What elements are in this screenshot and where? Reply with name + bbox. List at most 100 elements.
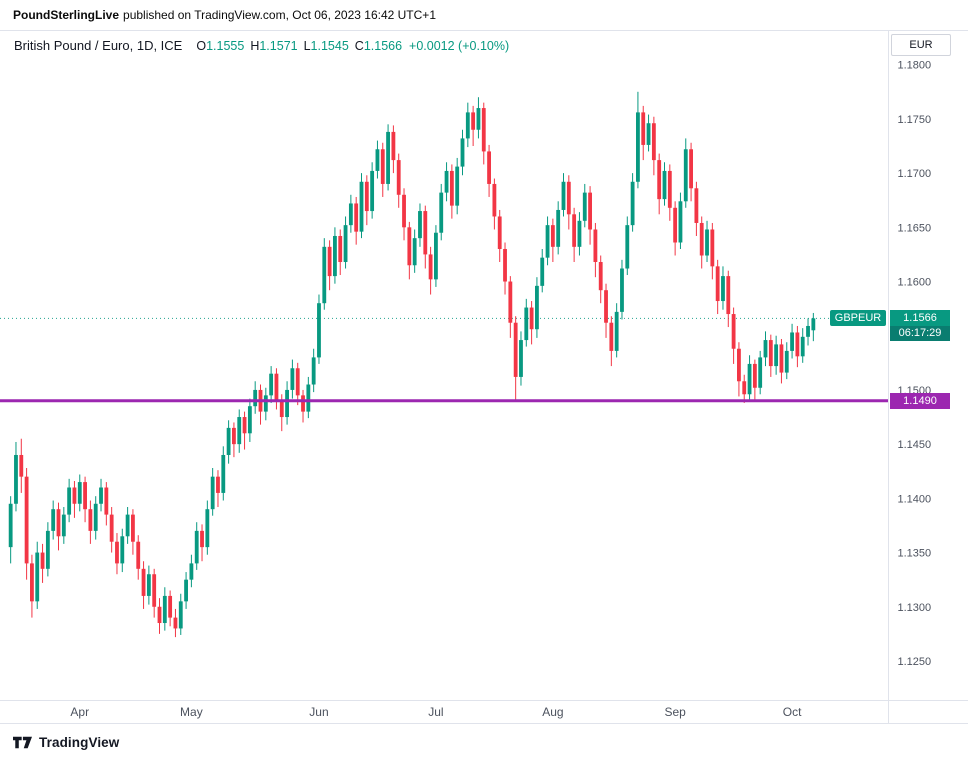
candle — [125, 507, 130, 544]
candle — [370, 162, 375, 219]
candle — [295, 362, 300, 406]
candle — [636, 91, 640, 189]
candle — [189, 554, 194, 588]
currency-axis-button[interactable]: EUR — [891, 34, 951, 56]
y-axis-label: 1.1800 — [898, 60, 932, 72]
candle — [588, 186, 592, 245]
candle — [24, 467, 29, 580]
last-price-label: 1.1566 — [890, 310, 950, 327]
candle — [779, 338, 784, 384]
candle — [184, 572, 188, 609]
candle — [168, 590, 173, 627]
candle — [317, 294, 321, 364]
candle — [742, 374, 747, 403]
candle — [402, 188, 406, 241]
candle — [737, 342, 741, 397]
candle — [620, 259, 624, 320]
candle — [784, 342, 789, 380]
candle — [758, 350, 763, 395]
candle — [247, 398, 252, 442]
candle — [774, 335, 779, 375]
y-axis-label: 1.1650 — [898, 222, 932, 234]
chart-area: 1.18001.17501.17001.16501.16001.15501.15… — [0, 30, 968, 724]
candle — [667, 164, 672, 221]
attribution-text: published on TradingView.com, Oct 06, 20… — [123, 8, 436, 22]
candle — [535, 277, 539, 338]
candle — [710, 222, 715, 280]
candle — [152, 568, 157, 618]
ohlc-low: L1.1545 — [303, 39, 349, 53]
attribution-bar: PoundSterlingLive published on TradingVi… — [0, 0, 968, 30]
candle — [226, 420, 231, 464]
candle — [407, 221, 412, 280]
candle — [641, 105, 646, 161]
candle — [593, 222, 598, 278]
candle — [354, 196, 359, 245]
candle — [194, 522, 199, 570]
candle — [752, 359, 757, 402]
candle — [811, 312, 816, 342]
y-axis-label: 1.1350 — [898, 548, 932, 560]
support-price-label: 1.1490 — [890, 392, 950, 409]
candle — [556, 201, 561, 255]
candle — [806, 318, 810, 346]
candle — [19, 438, 24, 493]
bar-countdown-label: 06:17:29 — [890, 326, 950, 342]
candle — [795, 325, 800, 368]
candle — [476, 97, 481, 139]
candle — [673, 201, 678, 256]
candle — [545, 216, 550, 266]
candle — [455, 157, 460, 215]
candle — [604, 283, 608, 338]
candle — [561, 173, 566, 217]
tradingview-logo-icon[interactable] — [13, 736, 32, 749]
candle — [572, 207, 577, 263]
candle — [609, 316, 614, 367]
symbol-title[interactable]: British Pound / Euro, 1D, ICE — [14, 38, 183, 53]
candle — [731, 307, 736, 364]
candle — [694, 181, 699, 236]
candle — [274, 368, 279, 410]
candle — [14, 441, 18, 512]
candle — [434, 225, 438, 287]
tradingview-wordmark[interactable]: TradingView — [39, 734, 120, 750]
candle — [77, 474, 82, 512]
candlestick-chart[interactable]: 1.18001.17501.17001.16501.16001.15501.15… — [0, 30, 968, 724]
candle — [253, 381, 258, 414]
candle — [263, 387, 268, 421]
candle — [508, 276, 513, 338]
candle — [662, 162, 667, 206]
candle — [678, 192, 683, 249]
candle — [657, 153, 662, 215]
candle — [348, 194, 353, 233]
chart-legend: British Pound / Euro, 1D, ICE O1.1555 H1… — [14, 38, 509, 53]
candle — [423, 205, 428, 269]
candle — [460, 129, 465, 176]
ohlc-close: C1.1566 — [354, 39, 403, 53]
candle — [630, 173, 635, 232]
candle — [683, 138, 688, 208]
candle — [109, 507, 114, 553]
candle — [412, 229, 417, 273]
candle — [386, 124, 390, 191]
candle — [721, 266, 725, 310]
candle — [375, 140, 380, 179]
candle — [61, 507, 66, 544]
candle — [311, 348, 316, 393]
candle — [205, 500, 210, 555]
y-axis-label: 1.1250 — [898, 656, 932, 668]
x-axis-label: Oct — [783, 705, 802, 719]
candle — [418, 203, 422, 247]
candle — [104, 482, 109, 526]
candle — [322, 238, 327, 310]
candle — [364, 175, 369, 226]
candle — [327, 240, 332, 291]
candle — [598, 255, 603, 304]
candle — [258, 384, 263, 425]
y-axis-label: 1.1400 — [898, 493, 932, 505]
candle — [481, 102, 486, 165]
candle — [343, 216, 348, 269]
candle — [566, 175, 571, 230]
candle — [800, 328, 805, 363]
candle — [614, 303, 619, 358]
